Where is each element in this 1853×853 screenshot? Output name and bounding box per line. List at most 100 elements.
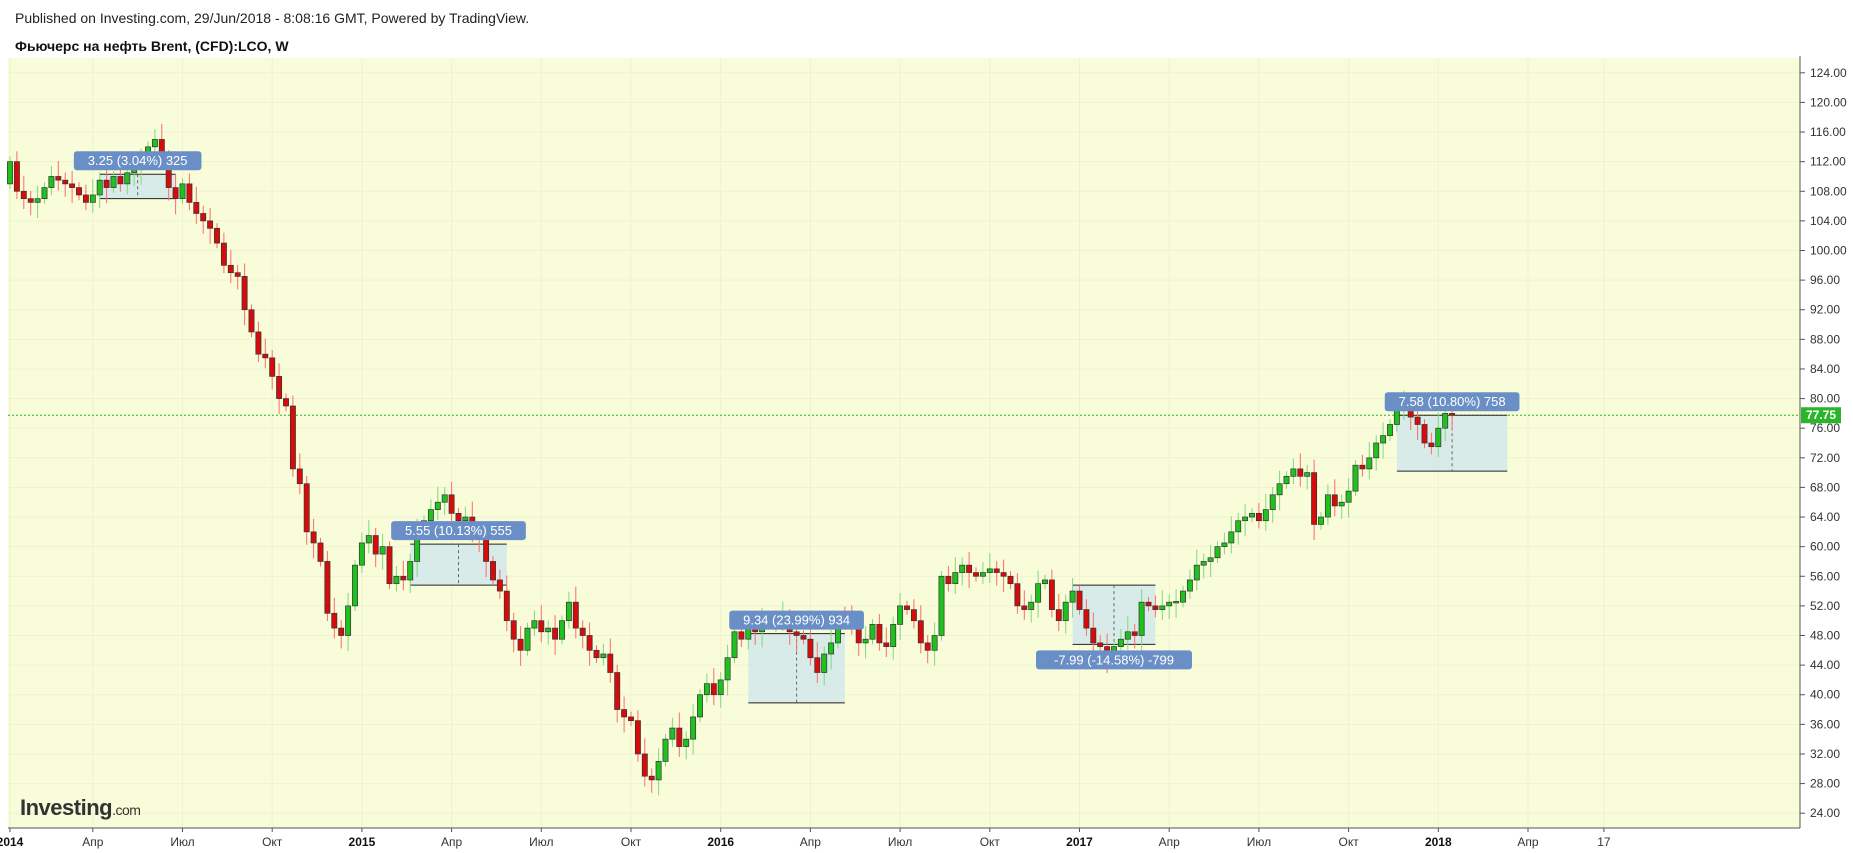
candle [607,638,614,683]
x-tick-label: Окт [1338,835,1359,849]
candle [517,626,524,666]
candle [317,537,324,567]
candle-body [973,572,979,577]
candle-body [1428,442,1435,448]
candle-body [269,357,276,377]
logo-brand: Investing [20,795,113,820]
candle-body [276,376,283,399]
candle [697,689,703,723]
candle [1221,532,1228,555]
candle [1152,595,1159,618]
candle [890,616,897,660]
candle-body [1076,590,1083,610]
candle-body [310,531,317,544]
candle [586,622,593,666]
candle [1042,574,1048,589]
candle-body [586,635,593,651]
candle [1324,484,1331,525]
candle-body [952,572,959,585]
candle-body [386,546,393,585]
candle-body [1366,457,1373,470]
candle [379,533,386,570]
candle [1428,432,1435,455]
y-tick-label: 36.00 [1810,717,1840,731]
candle-body [283,398,289,407]
y-tick-label: 116.00 [1810,125,1846,139]
candle [973,567,979,582]
candle-body [1414,416,1421,425]
candle [400,560,407,591]
candle [172,174,179,215]
candle [600,643,607,666]
x-tick-label: Окт [262,835,283,849]
candle [55,160,62,191]
candle [1345,478,1352,518]
candle [710,668,717,706]
candle [1035,570,1042,618]
candle [648,768,655,793]
candle [800,630,807,645]
y-tick-label: 80.00 [1810,392,1840,406]
candle [1442,405,1449,442]
candle [883,627,890,657]
candle [538,605,545,643]
candle [910,599,917,629]
x-tick-label: 17 [1597,835,1611,849]
candle [62,172,69,197]
measure-label: 5.55 (10.13%) 555 [405,523,512,538]
y-tick-label: 92.00 [1810,303,1840,317]
candle [703,673,710,703]
candle-body [393,575,400,585]
candle-body [89,194,96,203]
x-tick-label: Июл [888,835,912,849]
candle [559,615,565,645]
candle [531,610,538,636]
candle-body [200,213,207,222]
candle-body [82,194,89,203]
x-tick-label: Окт [980,835,1001,849]
candle-body [296,468,303,485]
candle [269,350,276,390]
candle-body [1435,427,1442,448]
candle-body [214,227,220,244]
candle [1173,589,1180,618]
y-tick-label: 104.00 [1810,214,1847,228]
candle-body [628,716,634,721]
candle-body [172,187,179,200]
measure-label: 7.58 (10.80%) 758 [1399,394,1506,409]
candle [1228,516,1235,554]
candle [904,600,910,615]
candle-body [897,605,904,625]
candle [503,575,510,632]
candle [1269,487,1276,523]
candle-body [1359,464,1366,470]
candle [89,179,96,213]
candle-body [317,542,324,562]
candle-body [503,590,510,622]
x-tick-label: 2016 [707,835,734,849]
candle [345,592,352,652]
candle [510,612,517,653]
y-tick-label: 60.00 [1810,540,1840,554]
candle [669,717,676,747]
candle [103,167,110,204]
candle-body [800,635,807,640]
candle [876,614,883,651]
candle [69,170,76,204]
candle-body [151,139,158,148]
candle-body [1048,579,1055,610]
candle [1262,494,1269,532]
candle-body [407,561,414,581]
candle-body [1200,561,1207,566]
candle [1235,512,1242,545]
candle-body [448,494,455,514]
candle-body [1152,605,1159,610]
candle-body [572,601,579,629]
candle [393,565,400,592]
candle-body [1373,442,1380,459]
candle-body [1014,583,1021,607]
candle [952,557,959,595]
candle-body [738,631,745,640]
candle [993,561,1000,586]
